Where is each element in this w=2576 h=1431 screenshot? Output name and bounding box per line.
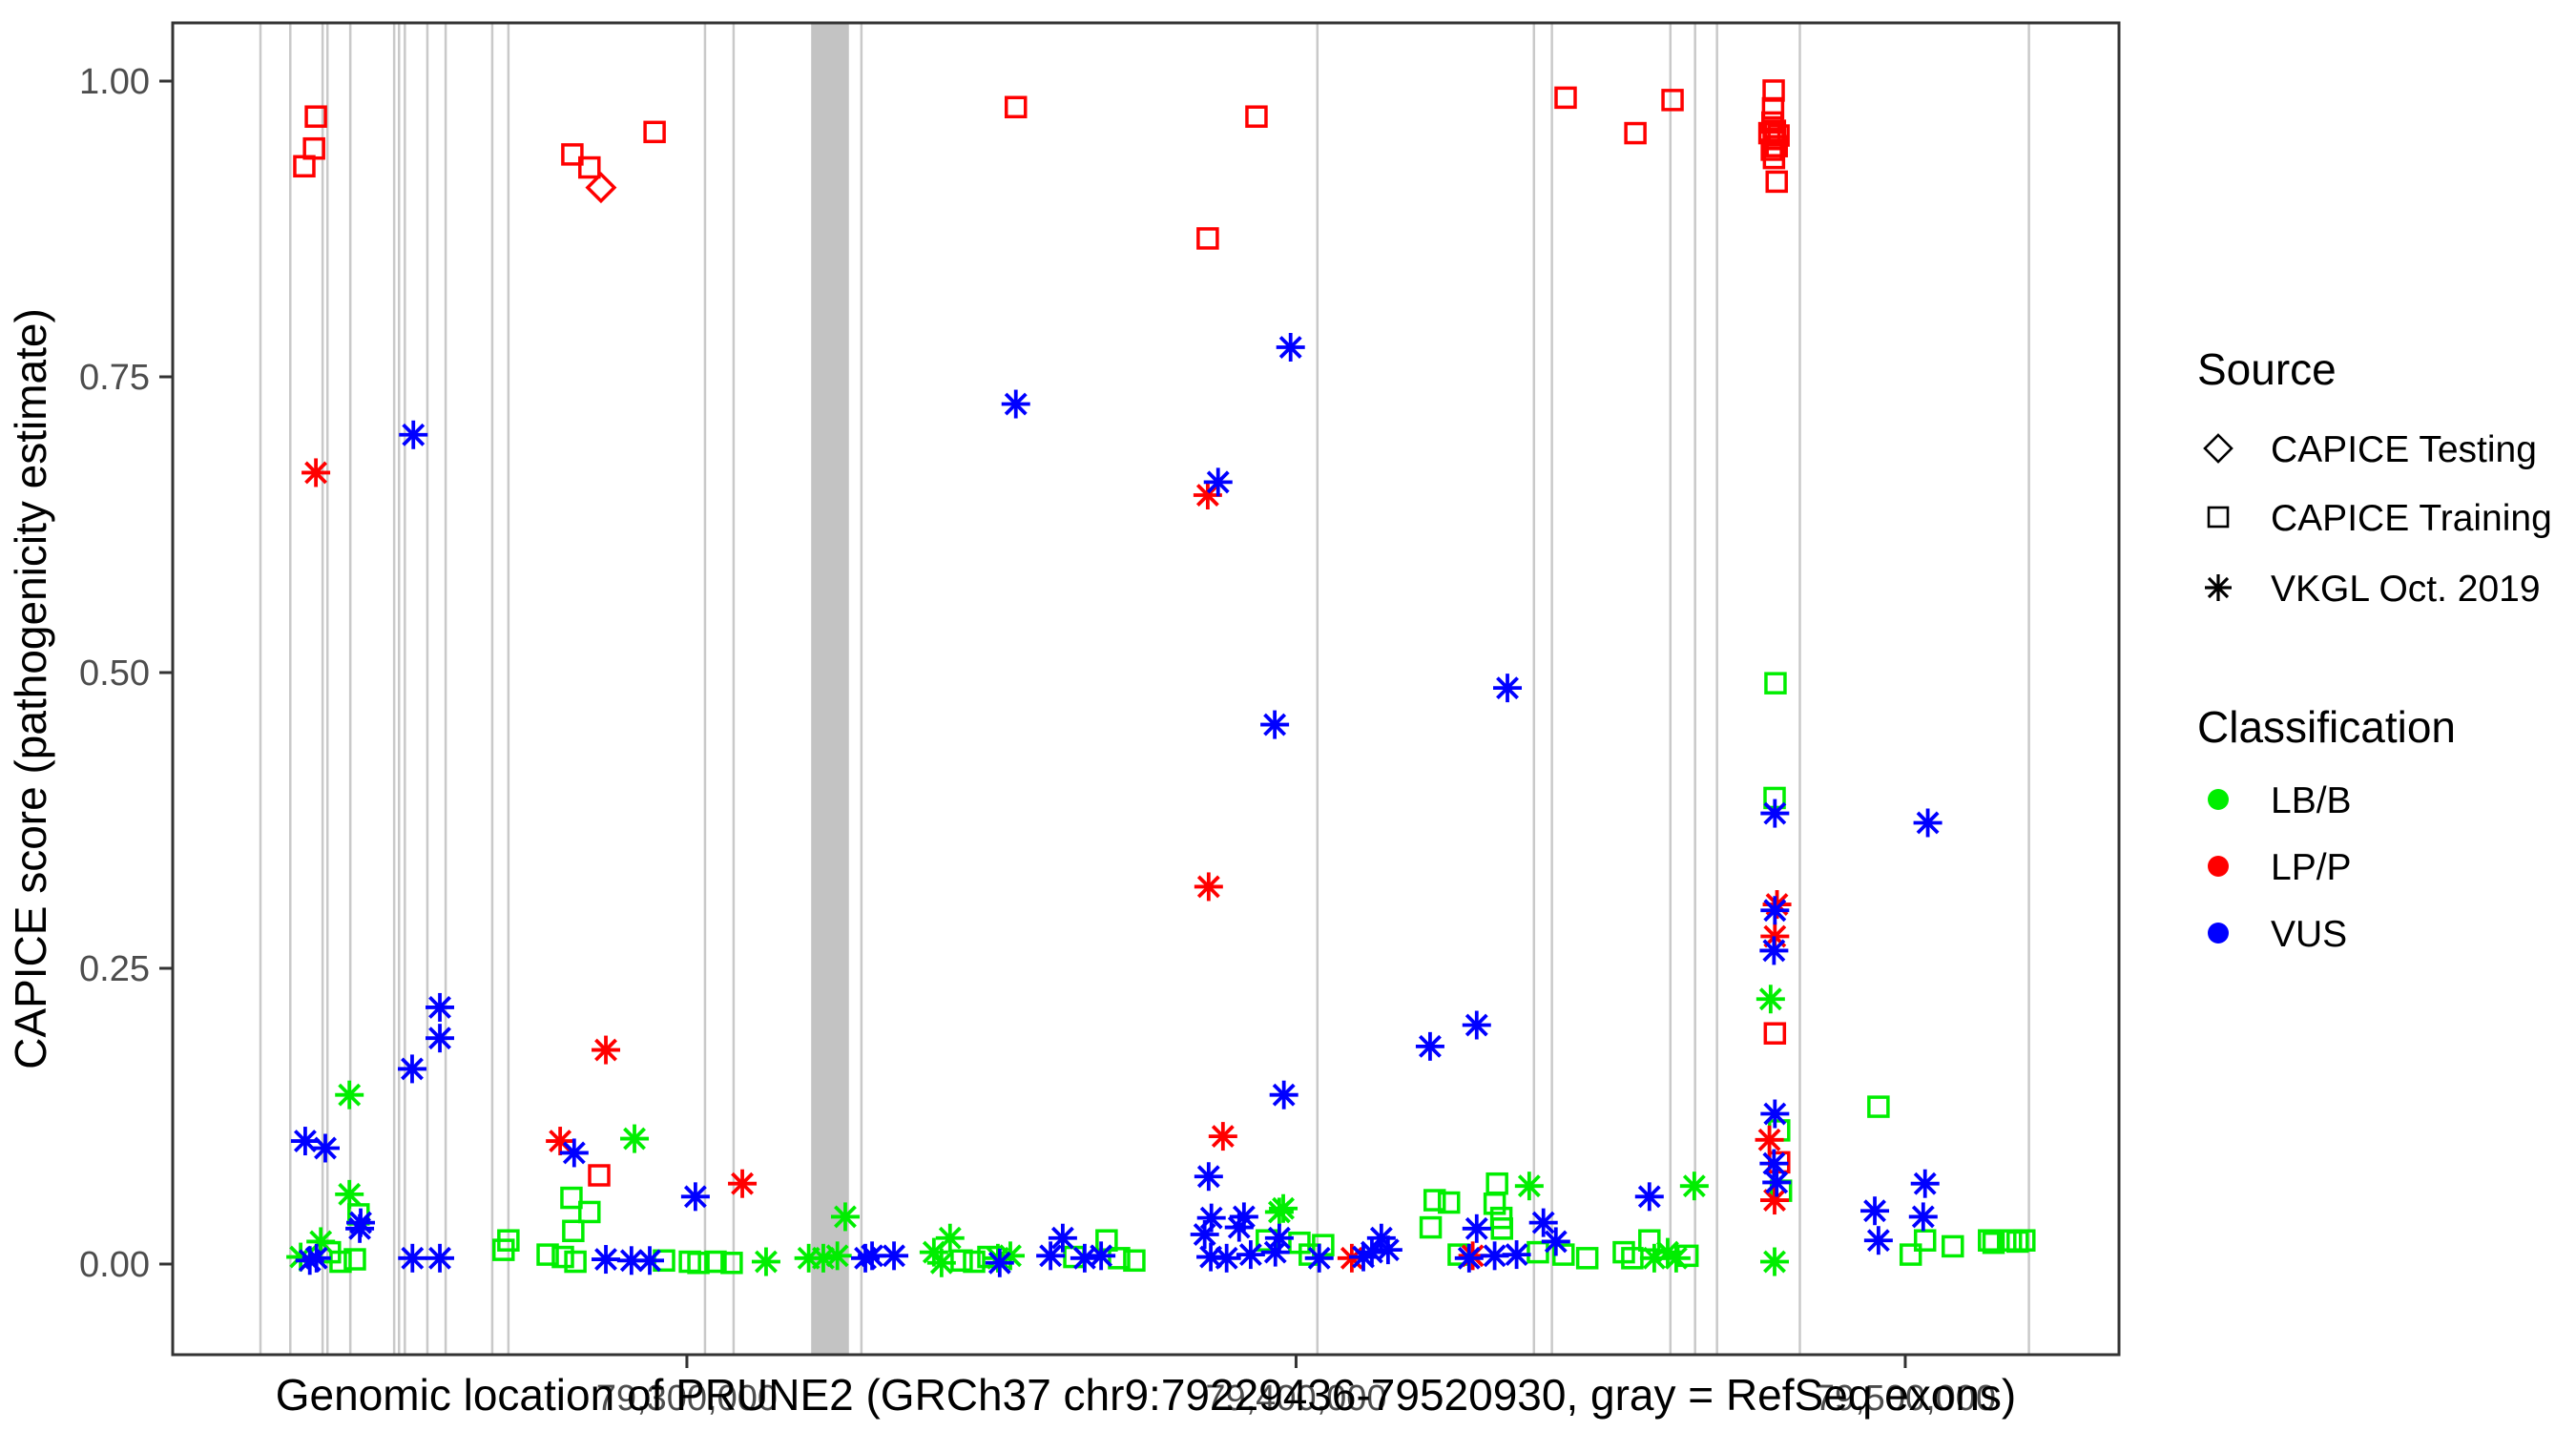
asterisk-icon [2205,574,2232,601]
x-tick-label: 79,500,000 [1815,1379,1996,1419]
legend-item-label: CAPICE Training [2271,498,2552,539]
legend-item-label: LB/B [2271,780,2352,821]
y-tick-label: 0.50 [79,653,150,694]
legend-item-label: VUS [2271,914,2347,955]
legend-item-label: VKGL Oct. 2019 [2271,569,2541,610]
x-axis-title: Genomic location of PRUNE2 (GRCh37 chr9:… [276,1370,2016,1420]
legend-item-lbb: LB/B [2208,780,2352,821]
lbb-dot-icon [2208,789,2229,810]
y-axis: 0.00 0.25 0.50 0.75 1.00 [79,62,173,1285]
legend-item-capice-testing: CAPICE Testing [2203,429,2537,470]
legend-item-capice-training: CAPICE Training [2207,498,2552,539]
legend-item-lpp: LP/P [2208,847,2352,888]
refseq-exon-band [811,23,849,1355]
series-testing-lpp [585,172,617,204]
legend-item-vus: VUS [2208,914,2347,955]
series-training-lbb [319,672,2036,1275]
series-vkgl-vus [290,333,1942,1277]
legend-classification-title: Classification [2197,702,2456,752]
y-tick-label: 1.00 [79,62,150,102]
data-points-layer [286,79,2036,1277]
series-training-lpp [293,79,1791,1187]
y-axis-title: CAPICE score (pathogenicity estimate) [6,308,55,1069]
x-axis: 79,300,000 79,400,000 79,500,000 [596,1355,1996,1419]
y-tick-label: 0.00 [79,1245,150,1285]
legend-source-title: Source [2197,344,2337,394]
refseq-exon-lines-layer [259,23,2030,1355]
lpp-dot-icon [2208,856,2229,877]
legend-item-vkgl: VKGL Oct. 2019 [2205,569,2541,610]
y-tick-label: 0.25 [79,949,150,989]
x-tick-label: 79,300,000 [596,1379,778,1419]
series-vkgl-lbb [286,985,1790,1277]
panel-border [171,21,2121,1357]
square-icon [2207,506,2230,529]
legend-item-label: LP/P [2271,847,2352,888]
x-tick-label: 79,400,000 [1205,1379,1386,1419]
legend-item-label: CAPICE Testing [2271,429,2537,470]
y-tick-label: 0.75 [79,358,150,398]
diamond-icon [2203,433,2233,464]
plot-panel [173,23,2119,1355]
vus-dot-icon [2208,923,2229,944]
